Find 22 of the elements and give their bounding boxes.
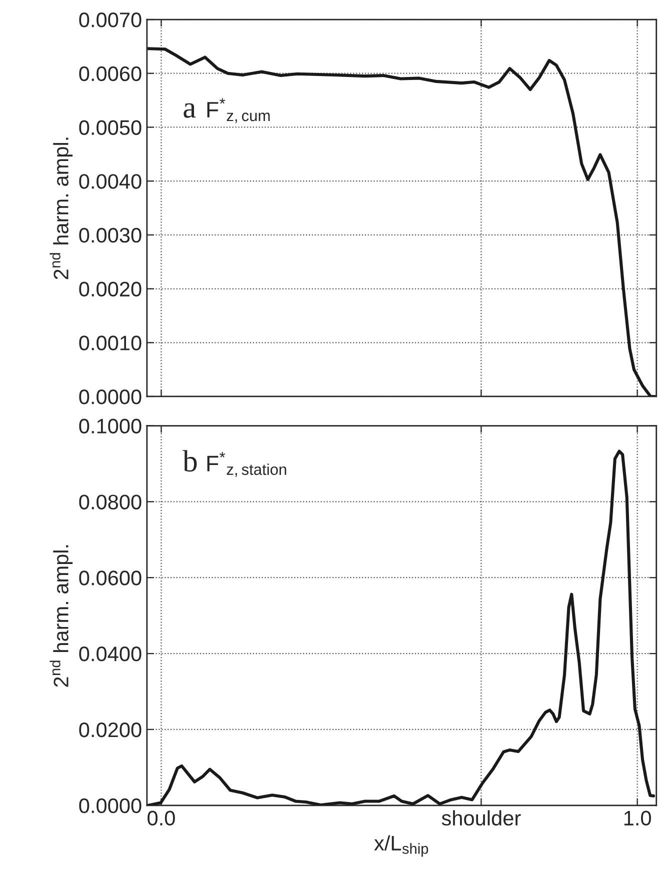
- x-axis-title: x/L$_{ship}$: [374, 835, 428, 857]
- y-tick-label: 0.0020: [79, 282, 142, 297]
- y-tick-label: 0.0000: [79, 798, 142, 814]
- y-tick-label: 0.0200: [79, 722, 142, 738]
- y-tick-label: 0.0800: [79, 494, 142, 510]
- y-tick-label: 0.0030: [79, 228, 142, 243]
- x-tick-label: shoulder: [442, 810, 521, 826]
- y-axis-title: 2$^{nd}$ harm. ampl.: [50, 545, 73, 687]
- y-tick-label: 0.0070: [79, 12, 142, 28]
- y-tick-label: 0.1000: [79, 418, 142, 434]
- y-tick-label: 0.0600: [79, 570, 142, 586]
- y-tick-label: 0.0400: [79, 646, 142, 662]
- x-tick-label: 0.0: [148, 810, 175, 826]
- annotation: b F$^{*}$$_{z,station}$: [182, 450, 286, 477]
- y-tick-label: 0.0000: [79, 389, 142, 404]
- y-axis-title: 2$^{nd}$ harm. ampl.: [50, 138, 73, 280]
- y-tick-label: 0.0050: [79, 120, 142, 135]
- y-tick-label: 0.0060: [79, 66, 142, 82]
- y-tick-label: 0.0010: [79, 336, 142, 350]
- x-tick-label: 1.0: [624, 810, 651, 826]
- y-tick-label: 0.0040: [79, 174, 142, 189]
- annotation: a F$^{*}$$_{z,cum}$: [184, 98, 270, 124]
